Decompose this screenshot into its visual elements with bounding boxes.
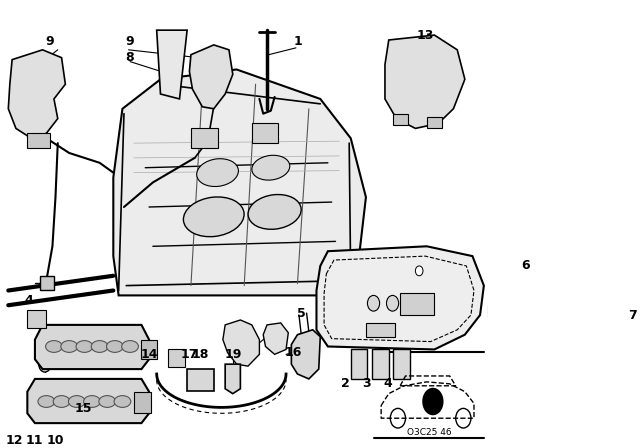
Ellipse shape	[45, 340, 62, 353]
Text: 14: 14	[140, 348, 158, 361]
Ellipse shape	[53, 396, 70, 407]
Text: 1: 1	[293, 35, 302, 48]
Ellipse shape	[248, 194, 301, 229]
Text: 16: 16	[285, 346, 302, 359]
Text: 9: 9	[46, 35, 54, 48]
Text: 18: 18	[191, 348, 209, 361]
Text: O3C25 46: O3C25 46	[407, 428, 451, 437]
Ellipse shape	[92, 340, 108, 353]
Text: 12: 12	[6, 434, 23, 447]
Circle shape	[422, 388, 444, 415]
Polygon shape	[225, 364, 241, 394]
Polygon shape	[157, 30, 187, 99]
Text: 6: 6	[522, 259, 530, 272]
Text: 3: 3	[362, 377, 371, 390]
Polygon shape	[291, 330, 320, 379]
Text: 4: 4	[383, 377, 392, 390]
Bar	[427, 116, 442, 129]
Ellipse shape	[106, 340, 124, 353]
Ellipse shape	[38, 396, 54, 407]
Ellipse shape	[114, 396, 131, 407]
Bar	[372, 349, 388, 379]
Ellipse shape	[184, 197, 244, 237]
Text: 2: 2	[341, 377, 350, 390]
Bar	[28, 134, 50, 148]
Polygon shape	[316, 246, 484, 349]
Polygon shape	[263, 323, 289, 354]
Bar	[366, 323, 395, 337]
Bar	[28, 310, 46, 328]
Text: 4: 4	[24, 294, 33, 307]
Bar	[495, 285, 520, 303]
Text: 7: 7	[628, 309, 637, 322]
Ellipse shape	[84, 396, 100, 407]
Text: 9: 9	[125, 35, 134, 48]
Ellipse shape	[99, 396, 116, 407]
Circle shape	[415, 266, 423, 276]
Circle shape	[387, 295, 399, 311]
Polygon shape	[28, 379, 149, 423]
Circle shape	[367, 295, 380, 311]
Ellipse shape	[76, 340, 93, 353]
Polygon shape	[189, 45, 233, 109]
Text: 11: 11	[26, 434, 43, 447]
Text: 19: 19	[225, 348, 242, 361]
Bar	[40, 276, 54, 289]
Bar	[134, 392, 150, 414]
Ellipse shape	[61, 340, 77, 353]
Text: 15: 15	[74, 402, 92, 415]
Bar	[488, 305, 503, 317]
Polygon shape	[223, 320, 259, 366]
Bar	[191, 129, 218, 148]
Ellipse shape	[68, 396, 85, 407]
Text: 10: 10	[47, 434, 64, 447]
Ellipse shape	[196, 159, 239, 186]
Bar	[394, 349, 410, 379]
Text: 5: 5	[297, 306, 306, 319]
Polygon shape	[8, 50, 65, 138]
Circle shape	[39, 356, 51, 372]
Text: 13: 13	[417, 29, 434, 42]
Ellipse shape	[252, 155, 290, 180]
Bar	[168, 349, 185, 367]
Bar	[187, 369, 214, 391]
Bar	[392, 114, 408, 125]
Polygon shape	[385, 35, 465, 129]
Bar	[400, 293, 435, 315]
Polygon shape	[113, 69, 366, 295]
Ellipse shape	[122, 340, 138, 353]
Text: 17: 17	[180, 348, 198, 361]
Polygon shape	[35, 325, 149, 369]
Bar	[141, 340, 157, 359]
Bar	[252, 124, 278, 143]
Bar	[351, 349, 367, 379]
Text: 8: 8	[125, 51, 134, 64]
